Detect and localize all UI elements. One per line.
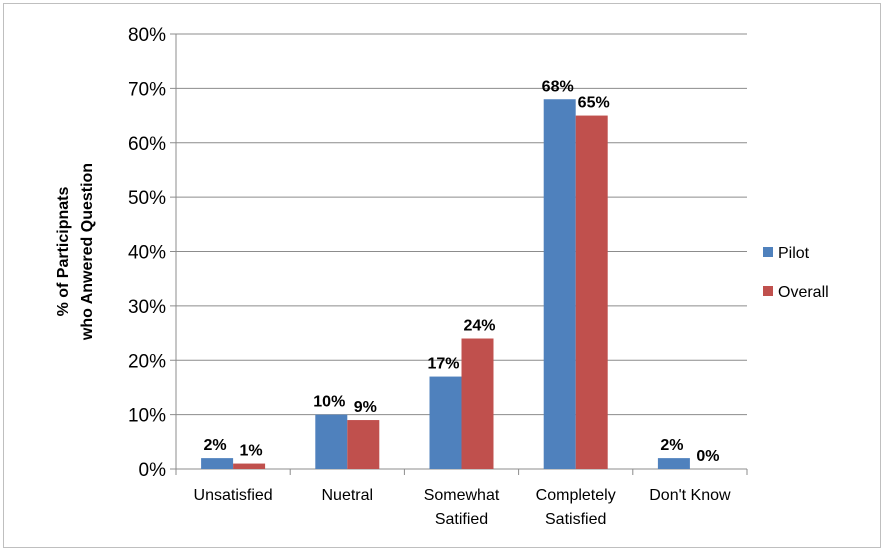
data-label: 65% xyxy=(578,95,610,112)
y-axis-title: % of Participnats xyxy=(55,187,72,317)
legend-label: Overall xyxy=(778,284,829,301)
legend-swatch-overall xyxy=(763,286,773,296)
category-label: Unsatisfied xyxy=(194,487,273,504)
y-tick-label: 30% xyxy=(128,297,166,318)
bar-pilot xyxy=(315,414,348,469)
data-label: 1% xyxy=(240,443,263,460)
data-label: 17% xyxy=(427,356,459,373)
category-label: Somewhat xyxy=(424,487,500,504)
y-tick-label: 0% xyxy=(139,460,167,481)
bar-overall xyxy=(461,338,494,469)
data-label: 0% xyxy=(696,448,719,465)
y-axis-title: who Anwered Question xyxy=(79,163,96,341)
legend-label: Pilot xyxy=(778,245,810,262)
category-label: Don't Know xyxy=(649,487,731,504)
category-label: Completely xyxy=(536,487,616,504)
y-tick-label: 40% xyxy=(128,243,166,264)
category-label: Satified xyxy=(435,511,488,528)
bar-pilot xyxy=(657,458,690,469)
data-label: 10% xyxy=(313,394,345,411)
y-tick-label: 80% xyxy=(128,25,166,46)
data-label: 68% xyxy=(542,78,574,95)
y-tick-label: 70% xyxy=(128,79,166,100)
category-label: Nuetral xyxy=(322,487,374,504)
y-tick-label: 50% xyxy=(128,188,166,209)
category-label: Satisfied xyxy=(545,511,606,528)
data-label: 2% xyxy=(204,437,227,454)
data-label: 2% xyxy=(660,437,683,454)
bar-pilot xyxy=(429,376,462,469)
y-tick-label: 20% xyxy=(128,351,166,372)
bar-overall xyxy=(347,420,380,469)
data-label: 9% xyxy=(354,399,377,416)
bar-overall xyxy=(233,463,266,469)
legend-swatch-pilot xyxy=(763,247,773,257)
y-tick-label: 10% xyxy=(128,406,166,427)
data-label: 24% xyxy=(463,318,495,335)
bar-pilot xyxy=(201,458,234,469)
bar-overall xyxy=(575,115,608,469)
y-tick-label: 60% xyxy=(128,134,166,155)
bar-pilot xyxy=(543,99,576,469)
